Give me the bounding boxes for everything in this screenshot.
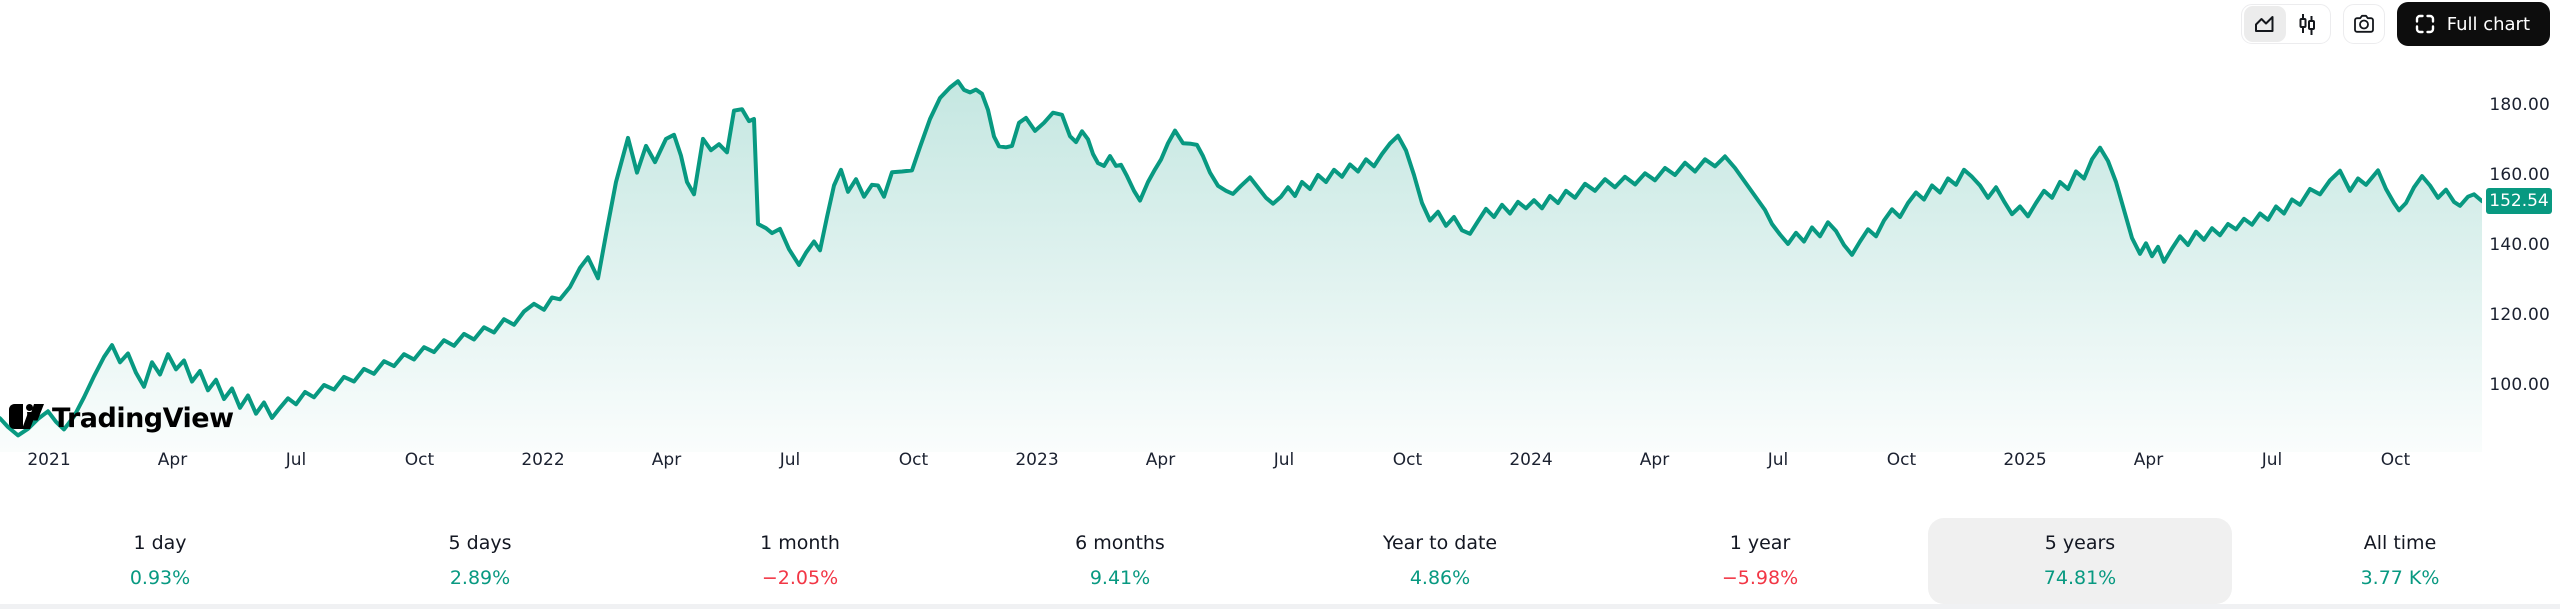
time-label: 2022 — [521, 450, 565, 470]
time-label: Oct — [1392, 450, 1423, 470]
candlestick-icon — [2294, 11, 2320, 37]
period-pill: 5 days 2.89% — [328, 518, 632, 604]
chart-price-line — [0, 79, 2484, 438]
period-selector-row: 1 day 0.93% 5 days 2.89% 1 month −2.05% 6 mont… — [0, 506, 2560, 609]
price-tick-label: 100.00 — [2489, 375, 2550, 395]
chart-area-fill — [0, 81, 2482, 452]
period-1-day[interactable]: 1 day 0.93% — [0, 506, 320, 609]
period-1-month[interactable]: 1 month −2.05% — [640, 506, 960, 609]
time-label: Apr — [651, 450, 682, 470]
time-label: Jul — [779, 450, 801, 470]
full-chart-button[interactable]: Full chart — [2396, 2, 2550, 46]
time-label: 2023 — [1015, 450, 1059, 470]
area-chart-icon — [2252, 11, 2278, 37]
period-change-value: 4.86% — [1409, 567, 1471, 589]
period-label: 5 days — [448, 532, 512, 554]
time-label: Oct — [1886, 450, 1917, 470]
time-label: Apr — [157, 450, 188, 470]
tradingview-logo-text: TradingView — [52, 403, 234, 434]
period-change-value: 3.77 K% — [2360, 567, 2440, 589]
period-label: 6 months — [1075, 532, 1165, 554]
period-pill: Year to date 4.86% — [1288, 518, 1592, 604]
price-tick-label: 140.00 — [2489, 235, 2550, 255]
period-label: 1 month — [760, 532, 840, 554]
period-change-value: −2.05% — [761, 567, 839, 589]
period-change-value: 74.81% — [2043, 567, 2117, 589]
period-change-value: 0.93% — [129, 567, 191, 589]
time-label: Apr — [1639, 450, 1670, 470]
period-pill-selected: 5 years 74.81% — [1928, 518, 2232, 604]
period-label: 1 year — [1729, 532, 1791, 554]
chart-type-switch — [2240, 4, 2331, 44]
period-label: Year to date — [1382, 532, 1498, 554]
camera-icon — [2351, 11, 2377, 37]
time-label: Jul — [285, 450, 307, 470]
period-all-time[interactable]: All time 3.77 K% — [2240, 506, 2560, 609]
area-chart-style-button[interactable] — [2243, 6, 2286, 42]
period-change-value: 2.89% — [449, 567, 511, 589]
time-label: Apr — [1145, 450, 1176, 470]
current-price-badge: 152.54 — [2486, 188, 2552, 215]
period-year-to-date[interactable]: Year to date 4.86% — [1280, 506, 1600, 609]
bottom-divider — [0, 604, 2560, 609]
price-tick-label: 180.00 — [2489, 95, 2550, 115]
snapshot-button[interactable] — [2342, 4, 2385, 44]
time-label: 2021 — [27, 450, 71, 470]
time-label: Jul — [1273, 450, 1295, 470]
time-label: Jul — [1767, 450, 1789, 470]
period-change-value: −5.98% — [1721, 567, 1799, 589]
time-axis[interactable]: 2021 Apr Jul Oct 2022 Apr Jul Oct 2023 Apr Jul Oct 2… — [0, 448, 2482, 476]
time-label: Oct — [898, 450, 929, 470]
tradingview-logo-mark-icon — [8, 402, 45, 435]
price-tick-label: 120.00 — [2489, 305, 2550, 325]
time-label: 2025 — [2003, 450, 2047, 470]
period-1-year[interactable]: 1 year −5.98% — [1600, 506, 1920, 609]
time-label: Jul — [2261, 450, 2283, 470]
period-pill: All time 3.77 K% — [2248, 518, 2552, 604]
period-pill: 6 months 9.41% — [968, 518, 1272, 604]
time-label: 2024 — [1509, 450, 1553, 470]
period-pill: 1 year −5.98% — [1608, 518, 1912, 604]
chart-toolbar: Full chart — [2240, 2, 2550, 46]
time-label: Apr — [2133, 450, 2164, 470]
price-axis[interactable]: 152.54 180.00 160.00 140.00 120.00 100.00 — [2482, 0, 2560, 480]
period-label: 5 years — [2044, 532, 2116, 554]
period-6-months[interactable]: 6 months 9.41% — [960, 506, 1280, 609]
time-label: Oct — [404, 450, 435, 470]
period-5-years[interactable]: 5 years 74.81% — [1920, 506, 2240, 609]
period-pill: 1 day 0.93% — [8, 518, 312, 604]
fullscreen-icon — [2413, 12, 2437, 36]
period-label: 1 day — [133, 532, 187, 554]
price-tick-label: 160.00 — [2489, 165, 2550, 185]
period-change-value: 9.41% — [1089, 567, 1151, 589]
period-label: All time — [2363, 532, 2437, 554]
tradingview-logo[interactable]: TradingView — [8, 402, 234, 435]
full-chart-label: Full chart — [2446, 13, 2530, 35]
period-pill: 1 month −2.05% — [648, 518, 952, 604]
time-label: Oct — [2380, 450, 2411, 470]
period-5-days[interactable]: 5 days 2.89% — [320, 506, 640, 609]
candlestick-style-button[interactable] — [2286, 6, 2328, 42]
